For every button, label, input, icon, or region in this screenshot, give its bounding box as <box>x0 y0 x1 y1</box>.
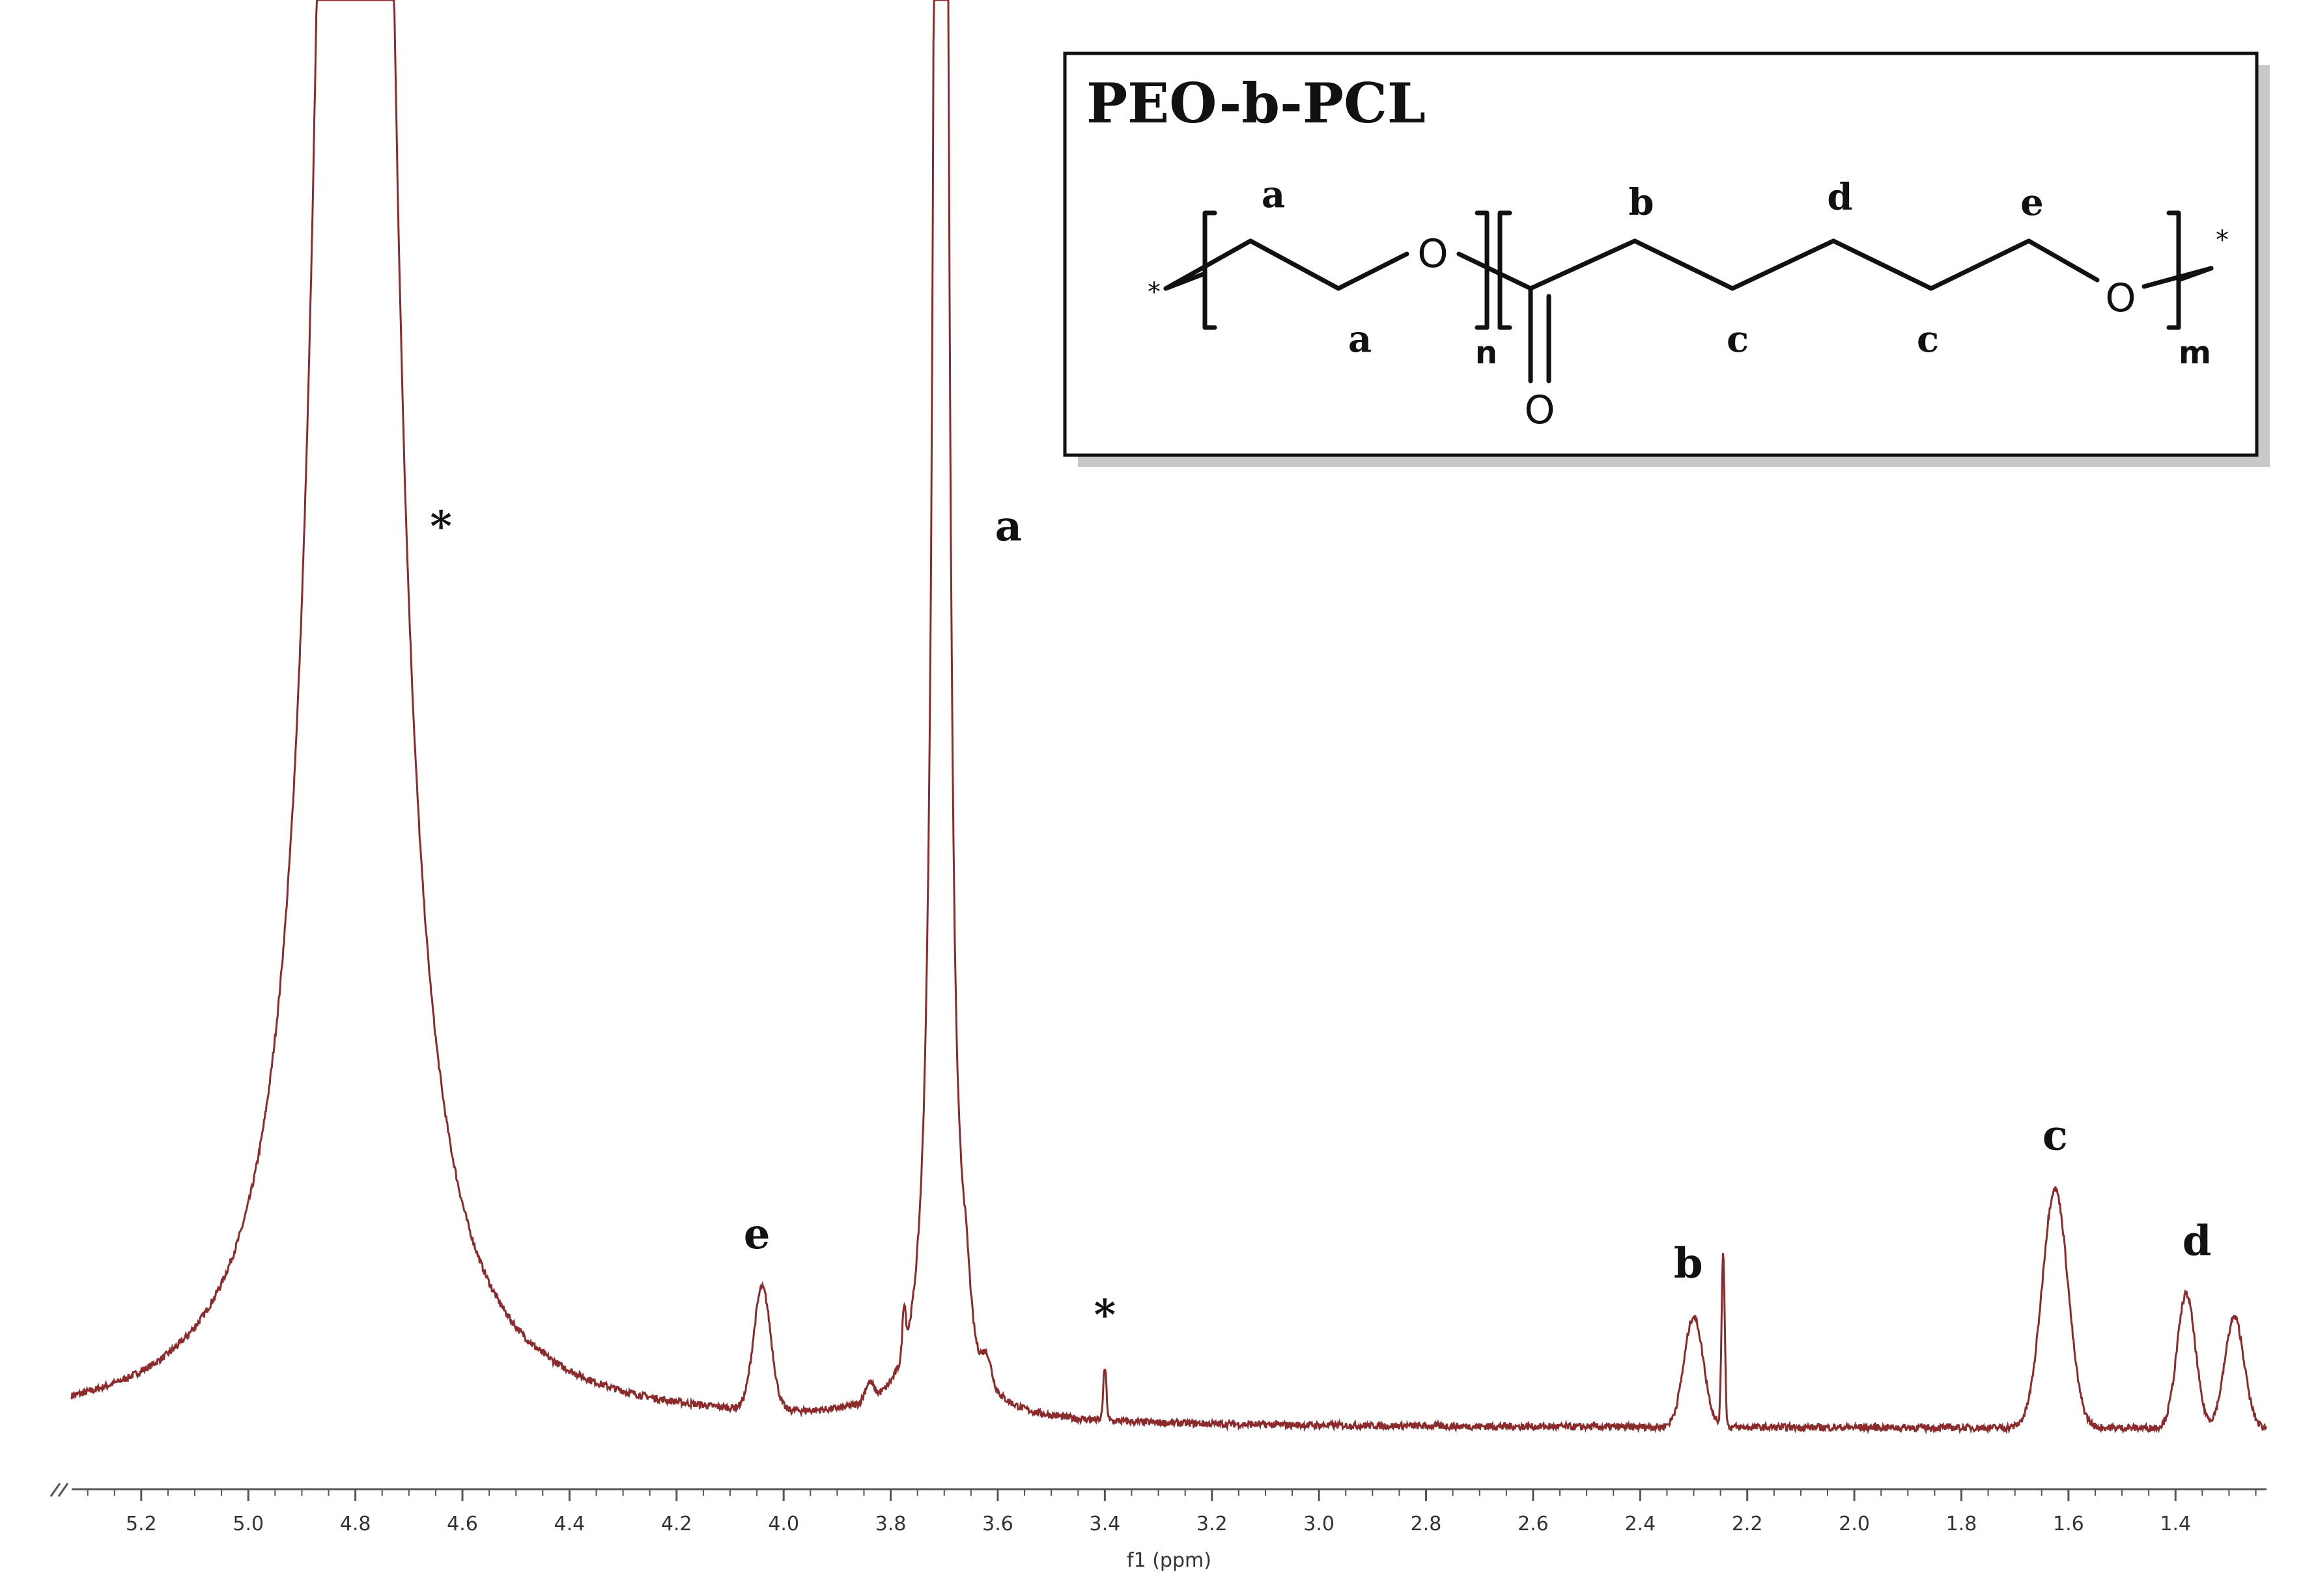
carbon-label-c-right: c <box>1917 318 1939 361</box>
bond <box>1730 238 1836 291</box>
peak-label: c <box>2042 1112 2068 1160</box>
oxygen-atom-carbonyl: O <box>1524 387 1555 433</box>
bond <box>1336 251 1409 291</box>
peak-label: d <box>2183 1216 2212 1265</box>
axis-break-mark-2 <box>57 1483 69 1497</box>
x-tick-label: 4.0 <box>768 1513 799 1535</box>
structure-title: PEO-b-PCL <box>1086 71 1426 135</box>
peak-label: * <box>1094 1291 1116 1339</box>
carbon-label-b: b <box>1628 181 1654 224</box>
bracket-m-right <box>2166 210 2181 330</box>
x-tick-label: 3.8 <box>875 1513 907 1535</box>
oxygen-atom-ester: O <box>2105 275 2136 321</box>
x-tick-label: 2.8 <box>1411 1513 1442 1535</box>
x-tick-label: 4.4 <box>554 1513 586 1535</box>
x-tick-label: 4.8 <box>340 1513 371 1535</box>
x-tick-label: 2.4 <box>1624 1513 1656 1535</box>
x-tick-label: 3.2 <box>1196 1513 1228 1535</box>
bond <box>2026 238 2100 283</box>
bracket-m-left <box>1497 210 1512 330</box>
peak-label: a <box>995 502 1022 551</box>
peak-label: e <box>744 1210 770 1259</box>
bond <box>1248 238 1341 291</box>
carbon-label-d: d <box>1827 176 1852 219</box>
repeat-n-label: n <box>1475 335 1497 371</box>
structure-inset: PEO-b-PCL O <box>1063 51 2270 467</box>
carbon-label-a-top: a <box>1262 173 1285 216</box>
x-axis-title: f1 (ppm) <box>1127 1549 1211 1572</box>
axis-break-mark-1 <box>49 1483 61 1497</box>
carbon-label-a-bottom: a <box>1348 318 1372 361</box>
bracket-n-left <box>1202 210 1217 330</box>
end-group-right: * <box>2216 225 2229 255</box>
bond <box>1163 271 1208 291</box>
peak-label: * <box>430 502 451 551</box>
x-tick-label: 2.2 <box>1732 1513 1763 1535</box>
end-group-left: * <box>1148 277 1161 307</box>
spectrum-line <box>70 0 2268 1435</box>
peak-labels: * a e * b c d <box>430 502 2211 1339</box>
bond <box>1528 238 1637 291</box>
x-tick-label: 1.4 <box>2160 1513 2191 1535</box>
bracket-n-right <box>1475 210 1490 330</box>
bond <box>1929 238 2031 291</box>
carbon-label-c-left: c <box>1727 318 1749 361</box>
oxygen-atom-peo: O <box>1417 231 1448 277</box>
x-tick-label: 5.2 <box>126 1513 157 1535</box>
x-tick-label: 3.4 <box>1090 1513 1121 1535</box>
x-axis: 5.2 5.0 4.8 4.6 4.4 4.2 4.0 3.8 3.6 3.4 3.2 3.0 2.8 2… <box>49 1483 2267 1572</box>
bond <box>1456 251 1533 291</box>
x-tick-label: 4.6 <box>447 1513 478 1535</box>
bond <box>1831 238 1934 291</box>
x-tick-label: 4.2 <box>661 1513 692 1535</box>
repeat-m-label: m <box>2179 335 2211 371</box>
x-axis-major-ticks: 5.2 5.0 4.8 4.6 4.4 4.2 4.0 3.8 3.6 3.4 3.2 3.0 2.8 2… <box>126 1489 2191 1535</box>
x-tick-label: 1.8 <box>1946 1513 1977 1535</box>
carbon-label-e: e <box>2020 181 2044 224</box>
x-tick-label: 5.0 <box>233 1513 264 1535</box>
bond <box>1163 238 1253 291</box>
x-tick-label: 3.0 <box>1303 1513 1335 1535</box>
bond <box>1632 238 1735 291</box>
x-tick-label: 3.6 <box>982 1513 1013 1535</box>
structure-bonds <box>1163 210 2214 384</box>
bond <box>2176 266 2214 283</box>
x-tick-label: 1.6 <box>2053 1513 2084 1535</box>
peak-label: b <box>1674 1239 1703 1288</box>
x-tick-label: 2.6 <box>1518 1513 1549 1535</box>
x-tick-label: 2.0 <box>1839 1513 1870 1535</box>
